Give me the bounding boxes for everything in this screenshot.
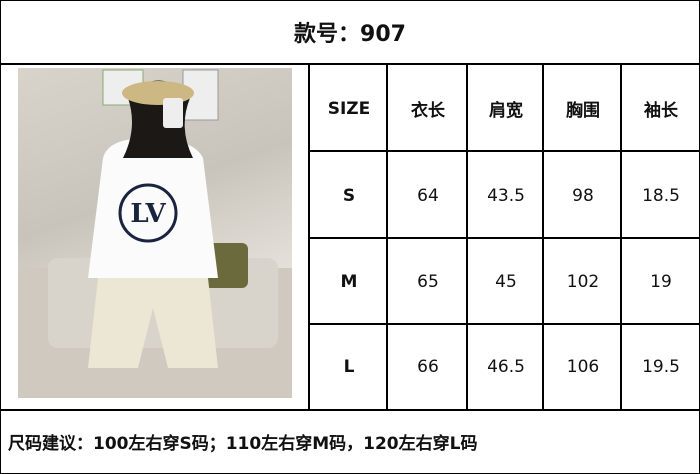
table-header-cell: 肩宽 — [489, 101, 523, 121]
table-cell: 18.5 — [642, 185, 680, 206]
table-cell: 64 — [417, 185, 439, 206]
style-number-title: 款号：907 — [294, 22, 406, 47]
table-cell: 19.5 — [642, 357, 680, 377]
table-cell: 106 — [566, 357, 600, 377]
table-cell: S — [342, 185, 356, 206]
table-header-cell: 袖长 — [644, 101, 678, 121]
table-header-cell: 衣长 — [411, 101, 445, 121]
table-header-cell: SIZE — [327, 98, 371, 119]
table-cell: 98 — [572, 185, 594, 206]
svg-text:LV: LV — [130, 199, 166, 229]
product-photo: LV — [18, 68, 292, 398]
table-cell: L — [343, 357, 355, 377]
row-divider — [308, 237, 700, 239]
divider — [0, 63, 700, 65]
divider — [0, 409, 700, 411]
table-cell: 102 — [566, 272, 600, 292]
row-divider — [308, 323, 700, 325]
table-header-cell: 胸围 — [566, 101, 600, 121]
table-cell: 65 — [417, 272, 439, 292]
model-photo-illustration: LV — [18, 69, 292, 398]
table-cell: 46.5 — [487, 357, 525, 377]
table-cell: 43.5 — [487, 185, 525, 206]
table-cell: 45 — [495, 272, 517, 292]
table-cell: M — [340, 272, 358, 292]
table-cell: 19 — [650, 272, 672, 292]
size-suggestion: 尺码建议：100左右穿S码；110左右穿M码，120左右穿L码 — [8, 433, 478, 454]
row-divider — [308, 150, 700, 152]
table-cell: 66 — [417, 357, 439, 377]
